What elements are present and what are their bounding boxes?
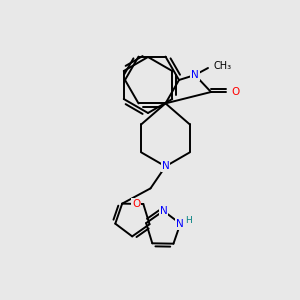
Text: N: N <box>176 219 184 229</box>
Text: O: O <box>231 87 239 97</box>
Text: O: O <box>132 199 140 209</box>
Text: N: N <box>191 70 199 80</box>
Text: N: N <box>160 206 167 216</box>
Text: N: N <box>162 161 170 171</box>
Text: CH₃: CH₃ <box>213 61 231 71</box>
Text: H: H <box>185 216 192 225</box>
